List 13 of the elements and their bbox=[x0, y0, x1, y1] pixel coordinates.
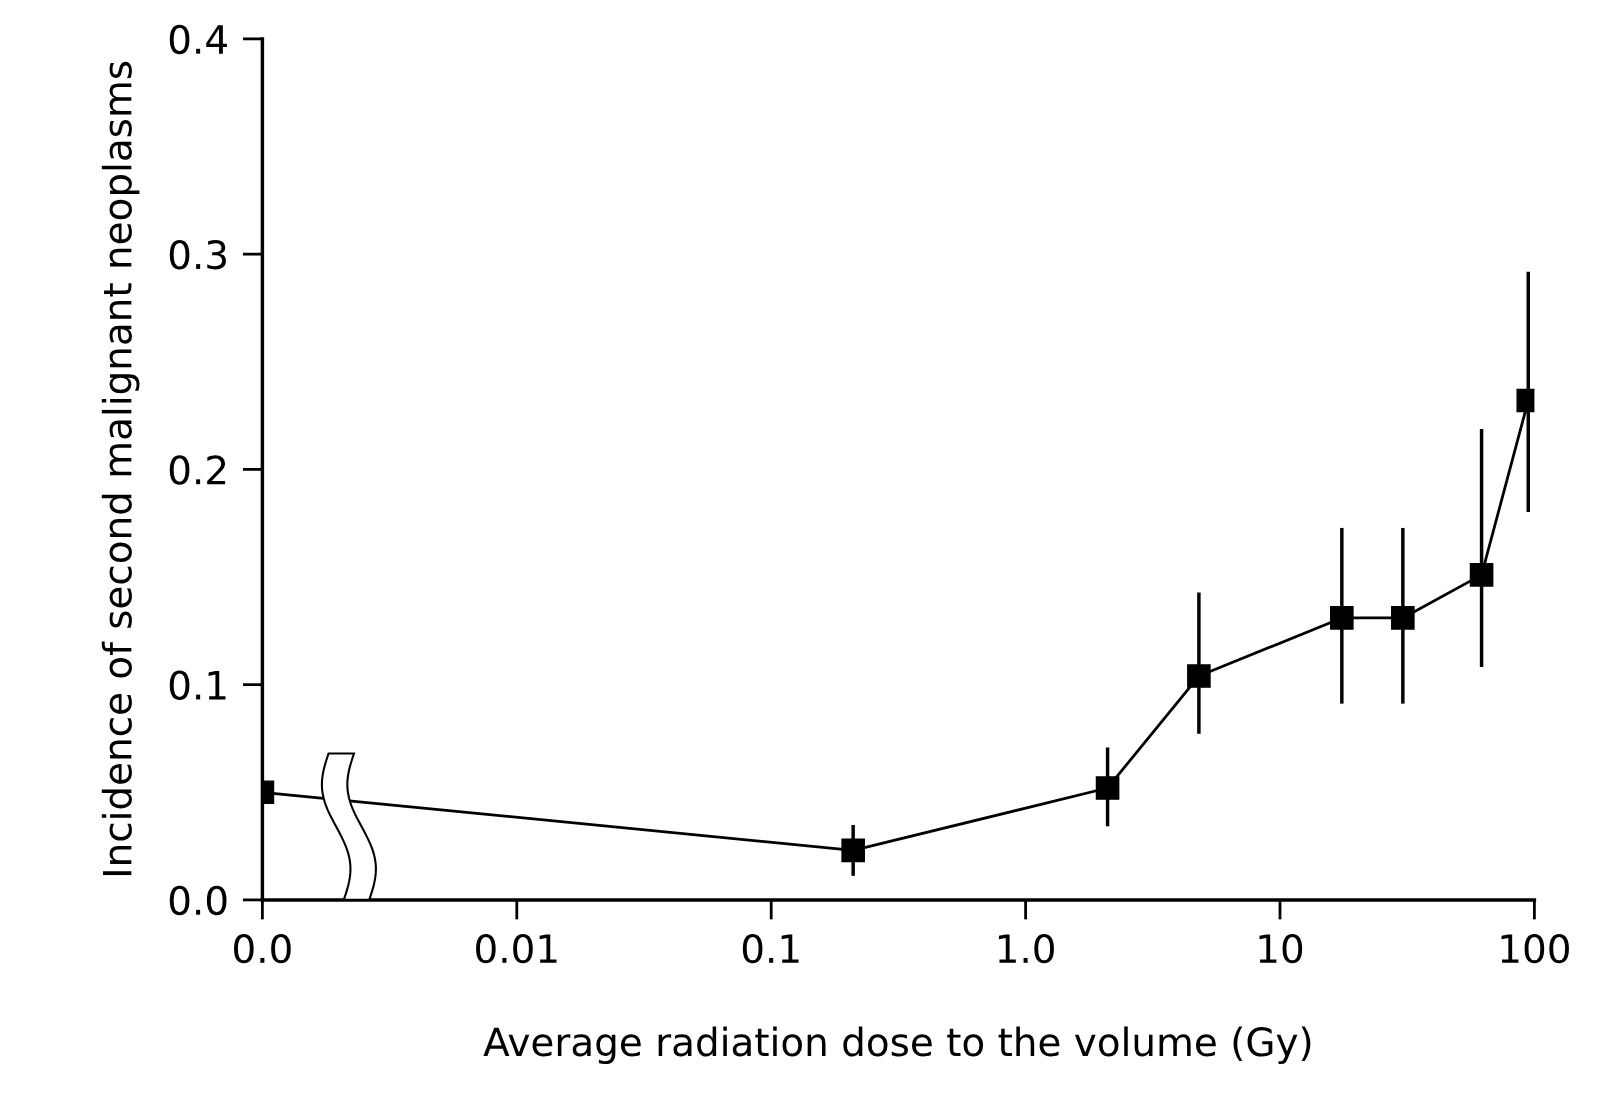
x-axis-title: Average radiation dose to the volume (Gy) bbox=[483, 1026, 1311, 1065]
y-tick-label: 0.1 bbox=[169, 670, 226, 700]
y-tick-label: 0.0 bbox=[169, 885, 227, 916]
y-tick-label: 0.4 bbox=[169, 24, 227, 55]
y-tick-label: 0.3 bbox=[169, 240, 226, 270]
y-axis-title: Incidence of second malignant neoplasms bbox=[101, 61, 140, 876]
x-tick-label: 0.01 bbox=[476, 933, 557, 964]
y-tick-label: 0.2 bbox=[169, 455, 226, 485]
x-tick-label: 0.0 bbox=[234, 933, 291, 964]
x-tick-label: 0.1 bbox=[742, 933, 799, 964]
x-tick-label: 100 bbox=[1501, 933, 1569, 964]
x-tick-label: 1.0 bbox=[998, 933, 1054, 964]
x-tick-label: 10 bbox=[1259, 933, 1303, 964]
